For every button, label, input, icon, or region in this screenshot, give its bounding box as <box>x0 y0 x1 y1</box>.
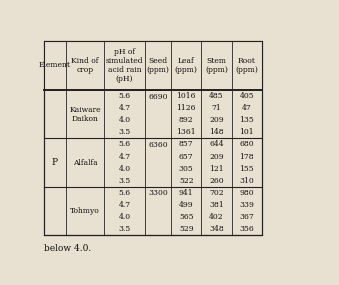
Text: 522: 522 <box>179 177 194 185</box>
Text: Alfalfa: Alfalfa <box>73 158 97 166</box>
Text: 178: 178 <box>239 152 254 160</box>
Text: 499: 499 <box>179 201 194 209</box>
Text: 4.7: 4.7 <box>118 201 131 209</box>
Text: Leaf
(ppm): Leaf (ppm) <box>175 57 198 74</box>
Text: 1016: 1016 <box>177 92 196 100</box>
Text: 356: 356 <box>239 225 254 233</box>
Text: 310: 310 <box>239 177 254 185</box>
Text: 71: 71 <box>212 104 221 112</box>
Text: 121: 121 <box>209 165 224 173</box>
Text: 47: 47 <box>242 104 252 112</box>
Text: 101: 101 <box>239 129 254 137</box>
Text: 4.7: 4.7 <box>118 152 131 160</box>
Text: pH of
simulated
acid rain
(pH): pH of simulated acid rain (pH) <box>106 48 143 83</box>
Text: 3300: 3300 <box>148 189 168 197</box>
Text: 980: 980 <box>239 189 254 197</box>
Text: 148: 148 <box>209 129 224 137</box>
Text: 6690: 6690 <box>148 93 168 101</box>
Text: 941: 941 <box>179 189 194 197</box>
Text: below 4.0.: below 4.0. <box>44 244 91 253</box>
Text: 702: 702 <box>209 189 224 197</box>
Text: 402: 402 <box>209 213 224 221</box>
Text: 4.0: 4.0 <box>118 213 131 221</box>
Text: 305: 305 <box>179 165 194 173</box>
Text: 4.0: 4.0 <box>118 116 131 124</box>
Text: 529: 529 <box>179 225 194 233</box>
Text: Element: Element <box>39 62 71 70</box>
Text: 6360: 6360 <box>148 141 168 149</box>
Text: 209: 209 <box>209 116 224 124</box>
Text: 1126: 1126 <box>177 104 196 112</box>
Text: 3.5: 3.5 <box>118 225 131 233</box>
Text: 485: 485 <box>209 92 224 100</box>
Text: 4.7: 4.7 <box>118 104 131 112</box>
Text: 367: 367 <box>239 213 254 221</box>
Text: 209: 209 <box>209 152 224 160</box>
Bar <box>44 41 262 235</box>
Text: 4.0: 4.0 <box>118 165 131 173</box>
Text: 857: 857 <box>179 141 194 148</box>
Text: Tohmyo: Tohmyo <box>70 207 100 215</box>
Text: Kind of
crop: Kind of crop <box>71 57 99 74</box>
Text: 405: 405 <box>239 92 254 100</box>
Text: 657: 657 <box>179 152 194 160</box>
Text: 3.5: 3.5 <box>118 177 131 185</box>
Text: Root
(ppm): Root (ppm) <box>235 57 258 74</box>
Text: 5.6: 5.6 <box>118 92 131 100</box>
Text: 260: 260 <box>209 177 224 185</box>
Text: 155: 155 <box>239 165 254 173</box>
Text: 339: 339 <box>239 201 254 209</box>
Bar <box>44 41 262 90</box>
Text: 5.6: 5.6 <box>118 189 131 197</box>
Text: 1361: 1361 <box>176 129 196 137</box>
Text: 348: 348 <box>209 225 224 233</box>
Text: 680: 680 <box>239 141 254 148</box>
Text: 381: 381 <box>209 201 224 209</box>
Text: 3.5: 3.5 <box>118 129 131 137</box>
Text: Kaiware
Daikon: Kaiware Daikon <box>69 106 101 123</box>
Text: 892: 892 <box>179 116 194 124</box>
Text: Stem
(ppm): Stem (ppm) <box>205 57 228 74</box>
Text: P: P <box>52 158 58 167</box>
Text: 5.6: 5.6 <box>118 141 131 148</box>
Text: 135: 135 <box>239 116 254 124</box>
Text: 565: 565 <box>179 213 194 221</box>
Text: Seed
(ppm): Seed (ppm) <box>146 57 170 74</box>
Text: 644: 644 <box>209 141 224 148</box>
